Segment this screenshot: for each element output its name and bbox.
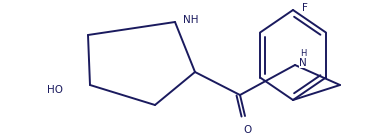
Text: O: O [243, 125, 251, 135]
Text: F: F [302, 3, 308, 13]
Text: NH: NH [183, 15, 199, 25]
Text: N: N [299, 58, 307, 68]
Text: HO: HO [47, 85, 63, 95]
Text: H: H [300, 48, 306, 58]
